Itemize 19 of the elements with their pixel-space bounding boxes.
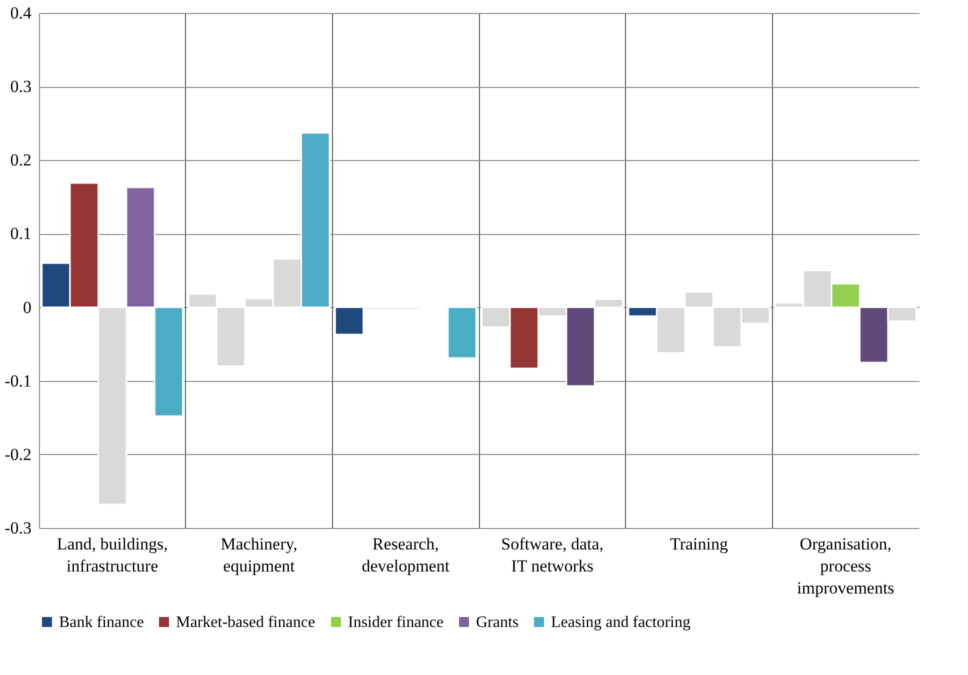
- x-tick-label: Organisation, process improvements: [797, 534, 894, 598]
- x-tick-label: Training: [670, 534, 728, 554]
- legend-label: Market-based finance: [176, 614, 316, 631]
- legend-label: Insider finance: [348, 614, 444, 631]
- y-tick-label: 0.4: [10, 4, 32, 22]
- y-tick-label: -0.2: [4, 444, 32, 464]
- y-tick-label: -0.1: [4, 371, 32, 390]
- x-tick-label: Machinery, equipment: [220, 534, 298, 576]
- x-tick-label: Land, buildings, infrastructure: [56, 534, 168, 576]
- y-tick-label: -0.3: [4, 518, 32, 538]
- y-tick-label: 0.2: [10, 150, 32, 170]
- y-tick-label: 0.1: [10, 224, 32, 244]
- legend-label: Leasing and factoring: [551, 614, 690, 631]
- y-tick-label: 0: [23, 298, 32, 317]
- legend-label: Bank finance: [59, 614, 144, 631]
- x-tick-label: Software, data, IT networks: [501, 534, 604, 576]
- legend-label: Grants: [476, 614, 519, 631]
- x-tick-label: Research, development: [362, 534, 450, 576]
- y-tick-label: 0.3: [10, 77, 32, 96]
